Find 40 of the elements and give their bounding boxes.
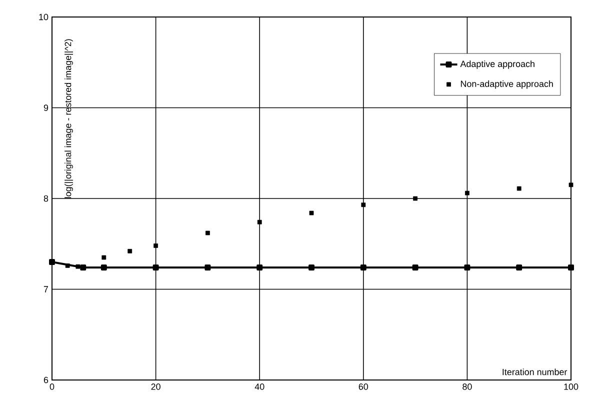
point (152, 264, 159, 270)
point (100, 264, 107, 270)
point (65, 263, 70, 268)
point (465, 190, 470, 196)
point (257, 220, 262, 224)
point (360, 264, 366, 270)
point (256, 264, 263, 270)
point (464, 264, 470, 270)
legend-label: Non-adaptive approach (460, 80, 553, 89)
y-tick-label: 10 (39, 14, 48, 20)
point (154, 243, 158, 248)
y-tick-label: 6 (44, 376, 48, 384)
point (102, 255, 106, 260)
point (49, 259, 55, 266)
legend-label: Adaptive approach (460, 60, 534, 69)
x-tick-label: 100 (564, 384, 578, 390)
point (413, 196, 418, 201)
x-tick-label: 40 (254, 384, 264, 390)
y-tick-label: 9 (44, 104, 48, 111)
point (568, 264, 574, 270)
point (80, 264, 86, 270)
y-tick-label: 7 (44, 286, 48, 292)
y-axis-title: log(||original image - restored image||^2) (64, 39, 73, 198)
x-tick-label: 20 (151, 384, 160, 390)
x-tick-label: 60 (358, 384, 368, 390)
point (516, 186, 522, 191)
point (206, 230, 210, 236)
x-axis-title: Iteration number (502, 368, 568, 376)
point (568, 182, 574, 188)
point (308, 264, 314, 270)
y-tick-label: 8 (44, 195, 48, 202)
point (412, 264, 418, 270)
point (516, 264, 522, 270)
point (309, 210, 314, 216)
point (204, 264, 211, 270)
x-tick-label: 80 (462, 384, 472, 390)
x-tick-label: 0 (50, 384, 54, 390)
point (76, 264, 80, 269)
point (361, 202, 366, 208)
point (128, 248, 132, 254)
